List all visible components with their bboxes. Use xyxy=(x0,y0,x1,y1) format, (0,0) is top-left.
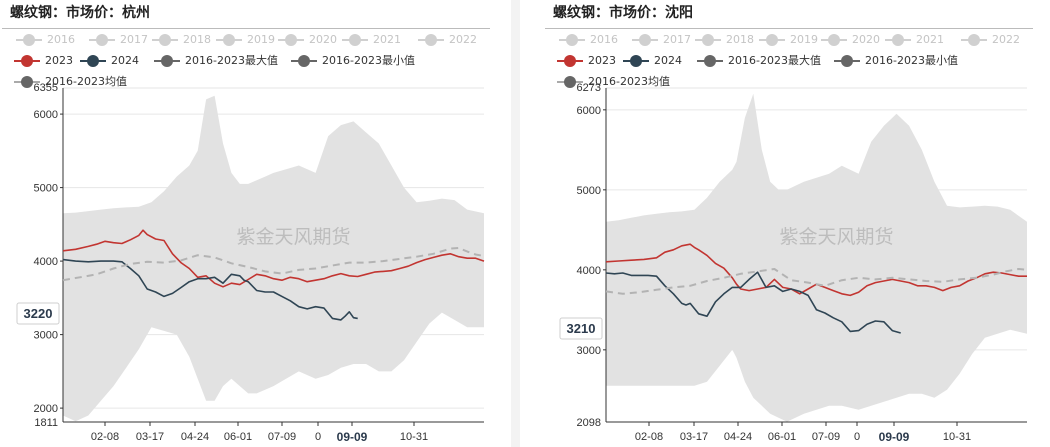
legend-label: 2016 xyxy=(590,33,618,46)
series-line-average xyxy=(62,246,485,282)
series-line-2024 xyxy=(62,258,358,321)
legend-label: 2016-2023最大值 xyxy=(728,54,821,67)
legend-dot-icon xyxy=(349,34,361,46)
watermark: 紫金天风期货 xyxy=(236,226,350,248)
legend-dot-icon xyxy=(892,34,904,46)
chart-title: 螺纹钢：市场价：杭州 xyxy=(10,5,150,21)
legend-label: 2016-2023最大值 xyxy=(185,54,278,67)
x-tick-label: 07-09 xyxy=(268,431,296,443)
legend-dot-icon xyxy=(425,34,437,46)
x-tick-label: 04-24 xyxy=(724,431,752,443)
legend-label: 2018 xyxy=(726,33,754,46)
legend-dot-icon xyxy=(96,34,108,46)
chart-panel-hangzhou: 螺纹钢：市场价：杭州 2016 2017 2018 2019 2020 2021 2022 2… xyxy=(0,0,497,447)
legend-label: 2021 xyxy=(916,33,944,46)
legend-dot-icon xyxy=(704,55,716,67)
series-line-2023 xyxy=(62,229,485,288)
x-tick-label: 0 xyxy=(315,431,321,443)
legend-label: 2019 xyxy=(790,33,818,46)
legend-label: 2024 xyxy=(654,54,682,67)
legend-label: 2017 xyxy=(663,33,691,46)
last-value-box xyxy=(559,317,603,340)
legend-dot-icon xyxy=(298,55,310,67)
x-tick-label-highlight: 09-09 xyxy=(879,430,910,444)
legend-dot-icon xyxy=(828,34,840,46)
y-max-label: 6273 xyxy=(577,82,601,94)
x-tick-label: 06-01 xyxy=(224,431,252,443)
x-tick-label: 07-09 xyxy=(812,431,840,443)
x-tick-label: 04-24 xyxy=(181,431,209,443)
legend-dot-icon xyxy=(702,34,714,46)
legend-dot-icon xyxy=(161,55,173,67)
x-tick-label: 02-08 xyxy=(635,431,663,443)
legend-dot-icon xyxy=(564,76,576,88)
legend-label: 2016-2023最小值 xyxy=(865,54,958,67)
legend-dot-icon xyxy=(159,34,171,46)
legend-dot-icon xyxy=(23,34,35,46)
min-max-band xyxy=(606,93,1027,422)
y-tick-label: 3000 xyxy=(577,345,601,357)
legend-dot-icon xyxy=(968,34,980,46)
watermark: 紫金天风期货 xyxy=(779,226,893,248)
legend-dot-icon xyxy=(21,76,33,88)
y-tick-label: 6000 xyxy=(577,105,601,117)
legend-label: 2023 xyxy=(588,54,616,67)
legend-label: 2019 xyxy=(247,33,275,46)
y-tick-label: 4000 xyxy=(577,265,601,277)
legend-label: 2020 xyxy=(852,33,880,46)
legend-label: 2020 xyxy=(309,33,337,46)
legend-dot-icon xyxy=(21,55,33,67)
legend-dot-icon xyxy=(87,55,99,67)
y-max-label: 6355 xyxy=(34,82,58,94)
x-tick-label: 10-31 xyxy=(400,431,428,443)
legend-label: 2016-2023均值 xyxy=(45,75,127,88)
chart-panel-shenyang: 螺纹钢：市场价：沈阳 2016 2017 2018 2019 2020 2021 2022 2… xyxy=(543,0,1040,447)
x-tick-label-highlight: 09-09 xyxy=(337,430,368,444)
x-tick-label: 02-08 xyxy=(91,431,119,443)
legend-dot-icon xyxy=(285,34,297,46)
series-line-2024 xyxy=(605,271,901,334)
legend-label: 2022 xyxy=(992,33,1020,46)
x-tick-label: 03-17 xyxy=(680,431,708,443)
x-tick-label: 0 xyxy=(854,431,860,443)
chart-title: 螺纹钢：市场价：沈阳 xyxy=(553,5,693,21)
y-min-label: 2098 xyxy=(577,417,601,429)
last-value-label: 3210 xyxy=(567,321,596,336)
x-tick-label: 10-31 xyxy=(943,431,971,443)
legend-dot-icon xyxy=(766,34,778,46)
y-tick-label: 6000 xyxy=(34,109,58,121)
plot-area: 2000 3000 4000 5000 6000 6355 1811 02-08 03-17 04… xyxy=(16,82,485,444)
last-value-box xyxy=(16,302,60,325)
title-divider xyxy=(2,28,490,29)
legend-label: 2016-2023均值 xyxy=(588,75,670,88)
legend-label: 2023 xyxy=(45,54,73,67)
last-value-label: 3220 xyxy=(24,306,53,321)
legend-dot-icon xyxy=(566,34,578,46)
legend-label: 2021 xyxy=(373,33,401,46)
legend-dot-icon xyxy=(564,55,576,67)
x-tick-label: 06-01 xyxy=(768,431,796,443)
y-min-label: 1811 xyxy=(34,417,58,429)
legend-label: 2016-2023最小值 xyxy=(322,54,415,67)
x-tick-label: 03-17 xyxy=(136,431,164,443)
title-divider xyxy=(545,28,1033,29)
legend-dot-icon xyxy=(223,34,235,46)
legend-label: 2018 xyxy=(183,33,211,46)
plot-area: 3000 4000 5000 6000 6273 2098 02-08 03-17 04-24 0… xyxy=(559,82,1028,444)
legend-dot-icon xyxy=(630,55,642,67)
y-tick-label: 5000 xyxy=(34,183,58,195)
legend-label: 2024 xyxy=(111,54,139,67)
legend-dot-icon xyxy=(639,34,651,46)
y-tick-label: 2000 xyxy=(34,403,58,415)
panel-divider xyxy=(511,0,520,447)
y-tick-label: 5000 xyxy=(577,185,601,197)
y-tick-label: 3000 xyxy=(34,330,58,342)
legend-dot-icon xyxy=(841,55,853,67)
legend-label: 2017 xyxy=(120,33,148,46)
series-line-average xyxy=(605,268,1028,295)
y-tick-label: 4000 xyxy=(34,256,58,268)
legend-label: 2016 xyxy=(47,33,75,46)
min-max-band xyxy=(63,95,484,422)
legend-label: 2022 xyxy=(449,33,477,46)
